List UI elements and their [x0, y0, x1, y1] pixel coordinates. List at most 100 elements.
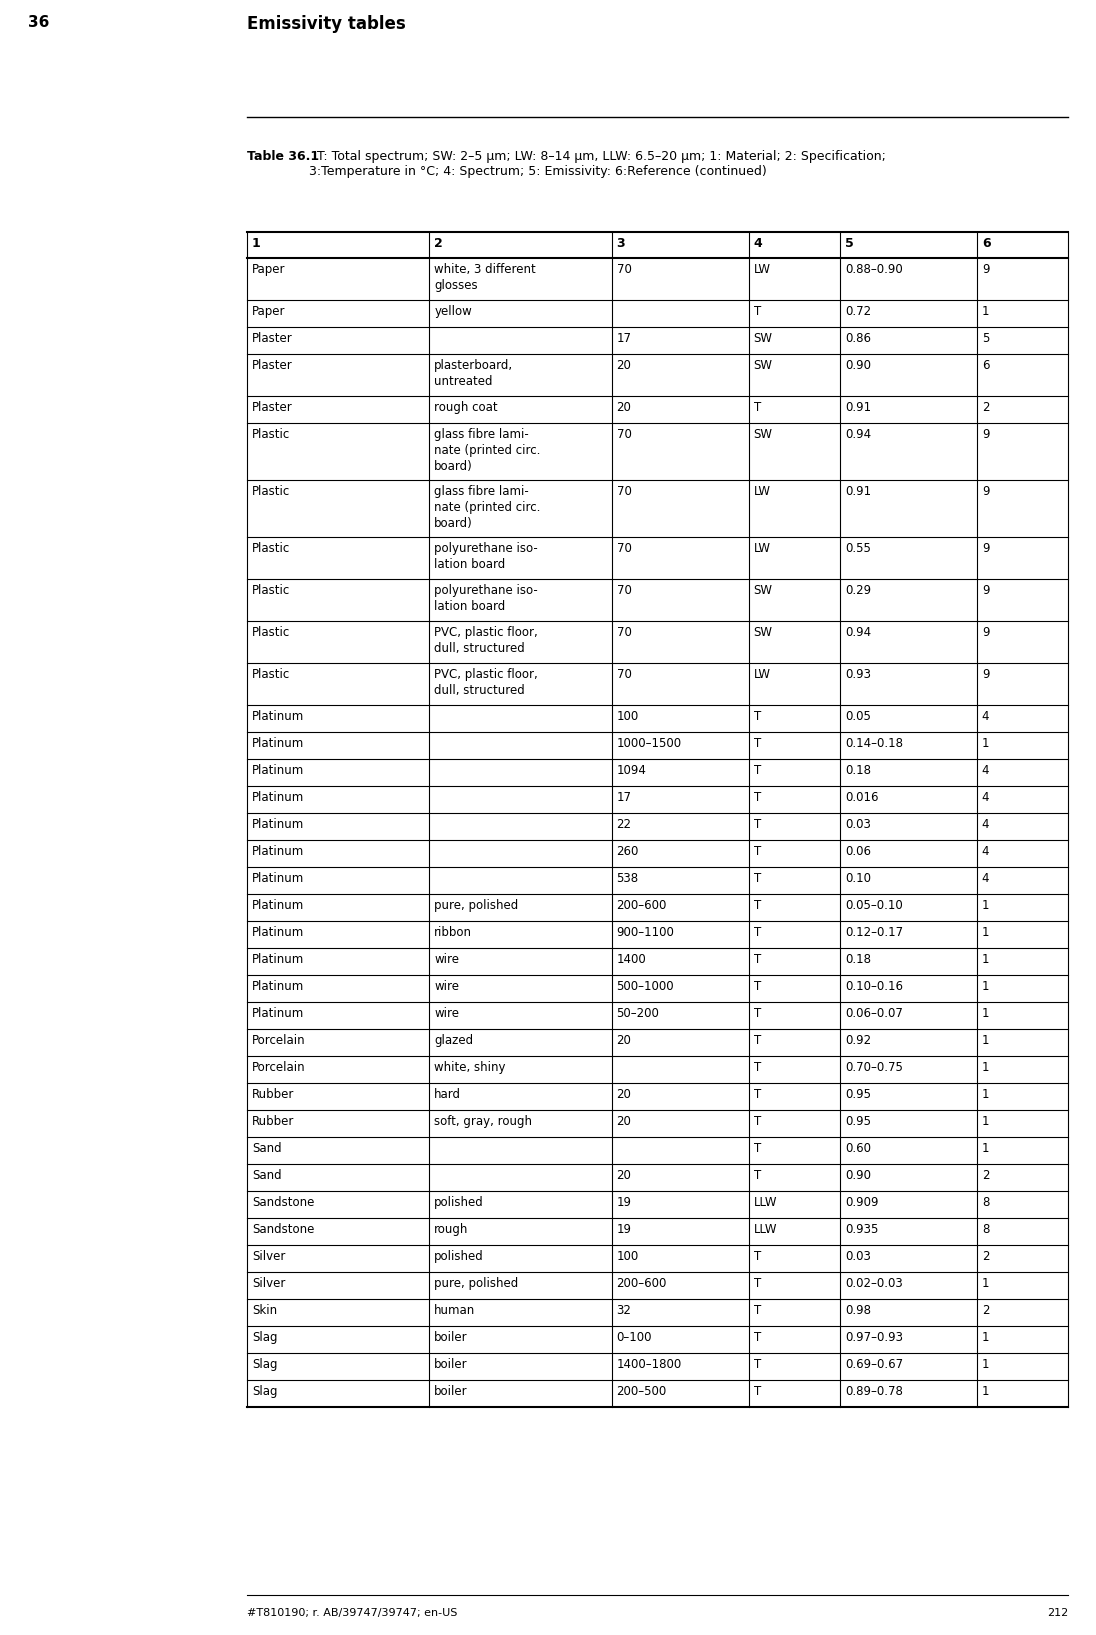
Text: #T810190; r. AB/39747/39747; en-US: #T810190; r. AB/39747/39747; en-US: [247, 1607, 457, 1619]
Text: yellow: yellow: [434, 306, 472, 317]
Text: 20: 20: [617, 360, 631, 373]
Text: 0.02–0.03: 0.02–0.03: [845, 1277, 902, 1290]
Text: Table 36.1: Table 36.1: [247, 150, 319, 164]
Text: human: human: [434, 1305, 476, 1318]
Text: LW: LW: [754, 541, 770, 554]
Text: 0.935: 0.935: [845, 1223, 878, 1236]
Text: 4: 4: [982, 871, 990, 885]
Text: LW: LW: [754, 486, 770, 499]
Text: 0.10: 0.10: [845, 871, 870, 885]
Text: 0.94: 0.94: [845, 626, 871, 639]
Text: T: T: [754, 1251, 761, 1262]
Text: T: T: [754, 1305, 761, 1318]
Text: 17: 17: [617, 791, 631, 804]
Text: Platinum: Platinum: [252, 737, 305, 750]
Text: 900–1100: 900–1100: [617, 925, 674, 938]
Text: polished: polished: [434, 1251, 484, 1262]
Text: SW: SW: [754, 332, 773, 345]
Text: 0.18: 0.18: [845, 953, 870, 966]
Text: 212: 212: [1047, 1607, 1068, 1619]
Text: Plaster: Plaster: [252, 332, 293, 345]
Text: 0.94: 0.94: [845, 428, 871, 441]
Text: T: T: [754, 737, 761, 750]
Text: 8: 8: [982, 1223, 990, 1236]
Text: T: T: [754, 845, 761, 858]
Text: T: T: [754, 899, 761, 912]
Text: 2: 2: [982, 1251, 990, 1262]
Text: glass fibre lami-
nate (printed circ.
board): glass fibre lami- nate (printed circ. bo…: [434, 428, 540, 473]
Text: Rubber: Rubber: [252, 1087, 295, 1100]
Text: T: T: [754, 1169, 761, 1182]
Text: 0.909: 0.909: [845, 1195, 878, 1208]
Text: 0.70–0.75: 0.70–0.75: [845, 1061, 903, 1074]
Text: 0.91: 0.91: [845, 486, 871, 499]
Text: 1: 1: [982, 737, 990, 750]
Text: 0.98: 0.98: [845, 1305, 870, 1318]
Text: Slag: Slag: [252, 1331, 277, 1344]
Text: 1: 1: [982, 1277, 990, 1290]
Text: 1: 1: [982, 1061, 990, 1074]
Text: rough: rough: [434, 1223, 469, 1236]
Text: 2: 2: [434, 237, 443, 250]
Text: 9: 9: [982, 584, 990, 597]
Text: white, shiny: white, shiny: [434, 1061, 505, 1074]
Text: T: T: [754, 979, 761, 992]
Text: 1: 1: [982, 1033, 990, 1046]
Text: glass fibre lami-
nate (printed circ.
board): glass fibre lami- nate (printed circ. bo…: [434, 486, 540, 530]
Text: Sandstone: Sandstone: [252, 1195, 315, 1208]
Text: 1: 1: [982, 1359, 990, 1372]
Text: Plastic: Plastic: [252, 428, 290, 441]
Text: 1400–1800: 1400–1800: [617, 1359, 682, 1372]
Text: 4: 4: [982, 710, 990, 723]
Text: 6: 6: [982, 360, 990, 373]
Text: Paper: Paper: [252, 263, 285, 276]
Text: 0.05: 0.05: [845, 710, 870, 723]
Text: wire: wire: [434, 1007, 459, 1020]
Text: Platinum: Platinum: [252, 953, 305, 966]
Text: 0–100: 0–100: [617, 1331, 652, 1344]
Text: T: T: [754, 1115, 761, 1128]
Text: 1: 1: [982, 1007, 990, 1020]
Text: 70: 70: [617, 486, 631, 499]
Text: 70: 70: [617, 584, 631, 597]
Text: 5: 5: [982, 332, 990, 345]
Text: Platinum: Platinum: [252, 979, 305, 992]
Text: 200–600: 200–600: [617, 1277, 666, 1290]
Text: 0.89–0.78: 0.89–0.78: [845, 1385, 903, 1398]
Text: Rubber: Rubber: [252, 1115, 295, 1128]
Text: 0.95: 0.95: [845, 1115, 870, 1128]
Text: 0.14–0.18: 0.14–0.18: [845, 737, 903, 750]
Text: Plastic: Plastic: [252, 626, 290, 639]
Text: polished: polished: [434, 1195, 484, 1208]
Text: Platinum: Platinum: [252, 791, 305, 804]
Text: 1: 1: [982, 899, 990, 912]
Text: SW: SW: [754, 428, 773, 441]
Text: Slag: Slag: [252, 1385, 277, 1398]
Text: PVC, plastic floor,
dull, structured: PVC, plastic floor, dull, structured: [434, 669, 538, 697]
Text: 1094: 1094: [617, 764, 647, 777]
Text: 0.06–0.07: 0.06–0.07: [845, 1007, 903, 1020]
Text: 19: 19: [617, 1195, 631, 1208]
Text: Emissivity tables: Emissivity tables: [247, 15, 406, 33]
Text: 0.29: 0.29: [845, 584, 871, 597]
Text: Skin: Skin: [252, 1305, 277, 1318]
Text: 260: 260: [617, 845, 639, 858]
Text: Platinum: Platinum: [252, 925, 305, 938]
Text: 2: 2: [982, 1169, 990, 1182]
Text: 1: 1: [982, 925, 990, 938]
Text: 3: 3: [617, 237, 625, 250]
Text: 200–500: 200–500: [617, 1385, 666, 1398]
Text: boiler: boiler: [434, 1385, 468, 1398]
Text: T: T: [754, 306, 761, 317]
Text: 20: 20: [617, 401, 631, 414]
Text: 36: 36: [28, 15, 49, 29]
Text: Platinum: Platinum: [252, 764, 305, 777]
Text: Platinum: Platinum: [252, 871, 305, 885]
Text: T: T: [754, 401, 761, 414]
Text: 4: 4: [754, 237, 763, 250]
Text: 0.03: 0.03: [845, 1251, 870, 1262]
Text: T: T: [754, 1331, 761, 1344]
Text: T: T: [754, 791, 761, 804]
Text: 70: 70: [617, 263, 631, 276]
Text: 70: 70: [617, 626, 631, 639]
